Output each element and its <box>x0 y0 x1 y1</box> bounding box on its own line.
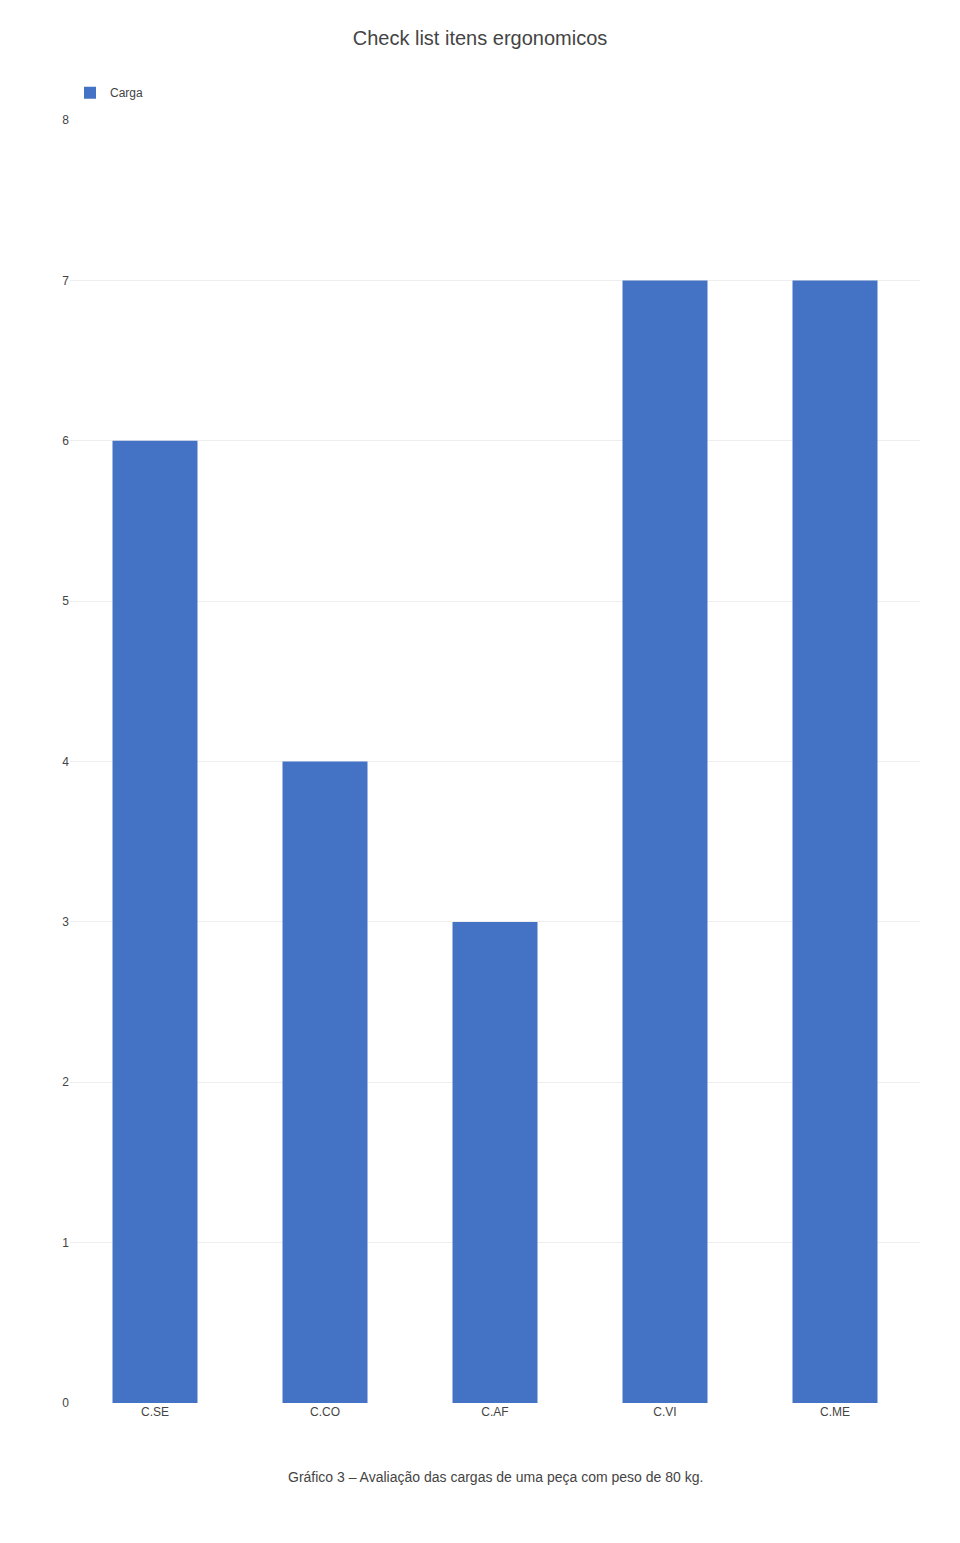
svg-text:C.SE: C.SE <box>141 1405 169 1419</box>
svg-text:C.CO: C.CO <box>310 1405 340 1419</box>
svg-text:7: 7 <box>62 274 69 288</box>
svg-text:C.AF: C.AF <box>481 1405 508 1419</box>
svg-text:1: 1 <box>62 1236 69 1250</box>
svg-text:C.VI: C.VI <box>653 1405 676 1419</box>
svg-text:Gráfico 3 – Avaliação das carg: Gráfico 3 – Avaliação das cargas de uma … <box>288 1469 703 1485</box>
svg-text:3: 3 <box>62 915 69 929</box>
svg-text:Check list itens ergonomicos: Check list itens ergonomicos <box>353 27 608 49</box>
svg-text:0: 0 <box>62 1396 69 1410</box>
svg-text:6: 6 <box>62 434 69 448</box>
svg-text:2: 2 <box>62 1075 69 1089</box>
svg-text:5: 5 <box>62 594 69 608</box>
svg-text:C.ME: C.ME <box>820 1405 850 1419</box>
svg-text:Carga: Carga <box>110 86 143 100</box>
svg-text:4: 4 <box>62 755 69 769</box>
svg-text:8: 8 <box>62 113 69 127</box>
